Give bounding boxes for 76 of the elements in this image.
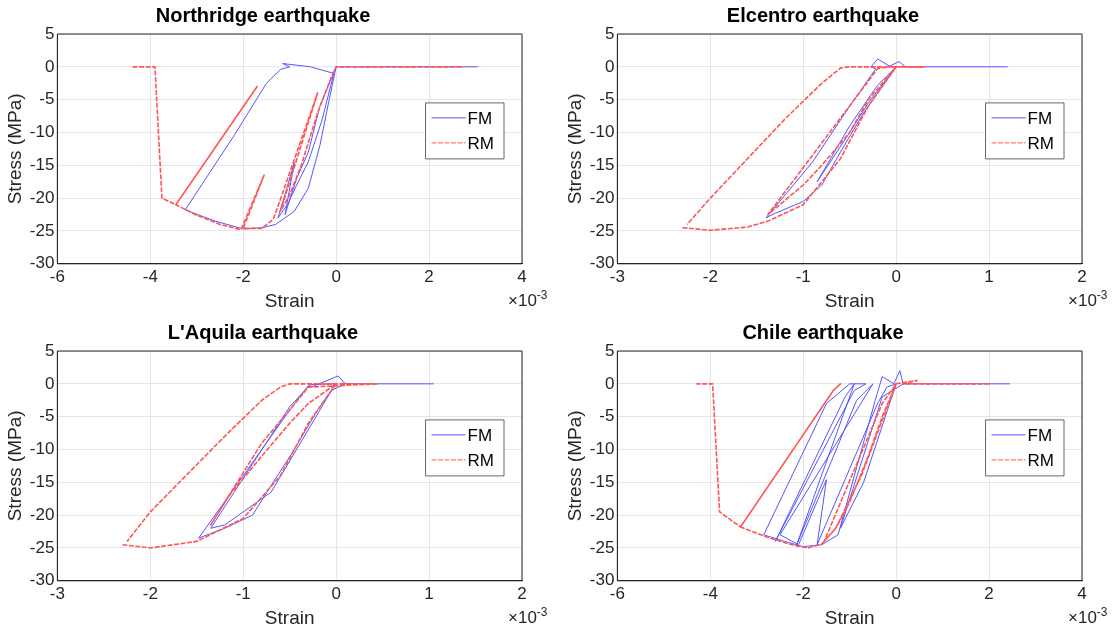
legend-label: RM [1027, 450, 1055, 470]
y-tick-label: -20 [29, 504, 55, 524]
x-tick-label: 0 [891, 266, 901, 286]
line-series [681, 66, 925, 232]
x-tick-label: 0 [891, 583, 901, 603]
chart-title: Northridge earthquake [155, 3, 371, 26]
y-tick-label: -5 [39, 89, 55, 109]
chart-title: Elcentro earthquake [726, 3, 920, 26]
x-axis-title: Strain [824, 289, 875, 311]
x-tick-label: -2 [702, 266, 718, 286]
x-tick-label: -1 [795, 266, 811, 286]
line-series [130, 66, 463, 231]
y-tick-label: -10 [29, 439, 55, 459]
x-tick-label: -2 [795, 583, 811, 603]
y-tick-label: -30 [29, 253, 55, 273]
chart-title: Chile earthquake [742, 320, 904, 343]
y-tick-label: -20 [589, 187, 615, 207]
legend-label: FM [1027, 425, 1053, 445]
y-tick-label: -20 [589, 504, 615, 524]
y-tick-label: 0 [604, 56, 615, 76]
y-tick-label: -15 [29, 472, 55, 491]
y-axis-title: Stress (MPa) [563, 93, 585, 205]
y-tick-label: 5 [44, 23, 55, 43]
line-series [121, 383, 379, 549]
y-tick-label: 0 [604, 373, 615, 393]
legend-label: RM [1027, 133, 1055, 153]
y-tick-label: -30 [589, 570, 615, 590]
x-tick-label: 1 [984, 266, 994, 286]
y-tick-label: -25 [29, 220, 55, 240]
y-tick-label: -5 [599, 406, 615, 426]
x-axis-title: Strain [264, 289, 315, 311]
y-tick-label: -30 [29, 570, 55, 590]
y-tick-label: -25 [589, 537, 615, 557]
y-tick-label: 5 [44, 340, 55, 360]
x-tick-label: 4 [517, 266, 527, 286]
y-tick-label: -15 [589, 155, 615, 174]
y-axis-title: Stress (MPa) [3, 93, 25, 205]
legend-label: RM [467, 450, 495, 470]
legend-label: FM [467, 425, 493, 445]
y-tick-label: -10 [589, 122, 615, 142]
x-tick-label: 2 [1077, 266, 1087, 286]
y-tick-label: -20 [29, 187, 55, 207]
x-tick-label: 4 [1077, 583, 1087, 603]
legend-label: RM [467, 133, 495, 153]
y-tick-label: -5 [599, 89, 615, 109]
x-axis-title: Strain [264, 606, 315, 628]
y-tick-label: -5 [39, 406, 55, 426]
y-tick-label: 5 [604, 340, 615, 360]
y-tick-label: -15 [29, 155, 55, 174]
x-tick-label: -2 [235, 266, 251, 286]
x-tick-label: -4 [142, 266, 158, 286]
x-tick-label: 0 [331, 266, 341, 286]
y-tick-label: -25 [29, 537, 55, 557]
x-tick-label: -2 [142, 583, 158, 603]
x-tick-label: 1 [424, 583, 434, 603]
x-tick-label: 2 [424, 266, 434, 286]
x-tick-label: -1 [235, 583, 251, 603]
y-tick-label: -15 [589, 472, 615, 491]
x-tick-label: -4 [702, 583, 718, 603]
y-tick-label: 0 [44, 373, 55, 393]
line-series [695, 379, 990, 549]
x-axis-title: Strain [824, 606, 875, 628]
legend-label: FM [467, 108, 493, 128]
y-tick-label: 0 [44, 56, 55, 76]
y-axis-title: Stress (MPa) [563, 410, 585, 522]
legend-label: FM [1027, 108, 1053, 128]
y-tick-label: -25 [589, 220, 615, 240]
y-axis-title: Stress (MPa) [3, 410, 25, 522]
x-tick-label: 2 [517, 583, 527, 603]
y-tick-label: 5 [604, 23, 615, 43]
y-tick-label: -10 [589, 439, 615, 459]
x-tick-label: 2 [984, 583, 994, 603]
y-tick-label: -10 [29, 122, 55, 142]
chart-title: L'Aquila earthquake [167, 320, 359, 343]
y-tick-label: -30 [589, 253, 615, 273]
x-tick-label: 0 [331, 583, 341, 603]
